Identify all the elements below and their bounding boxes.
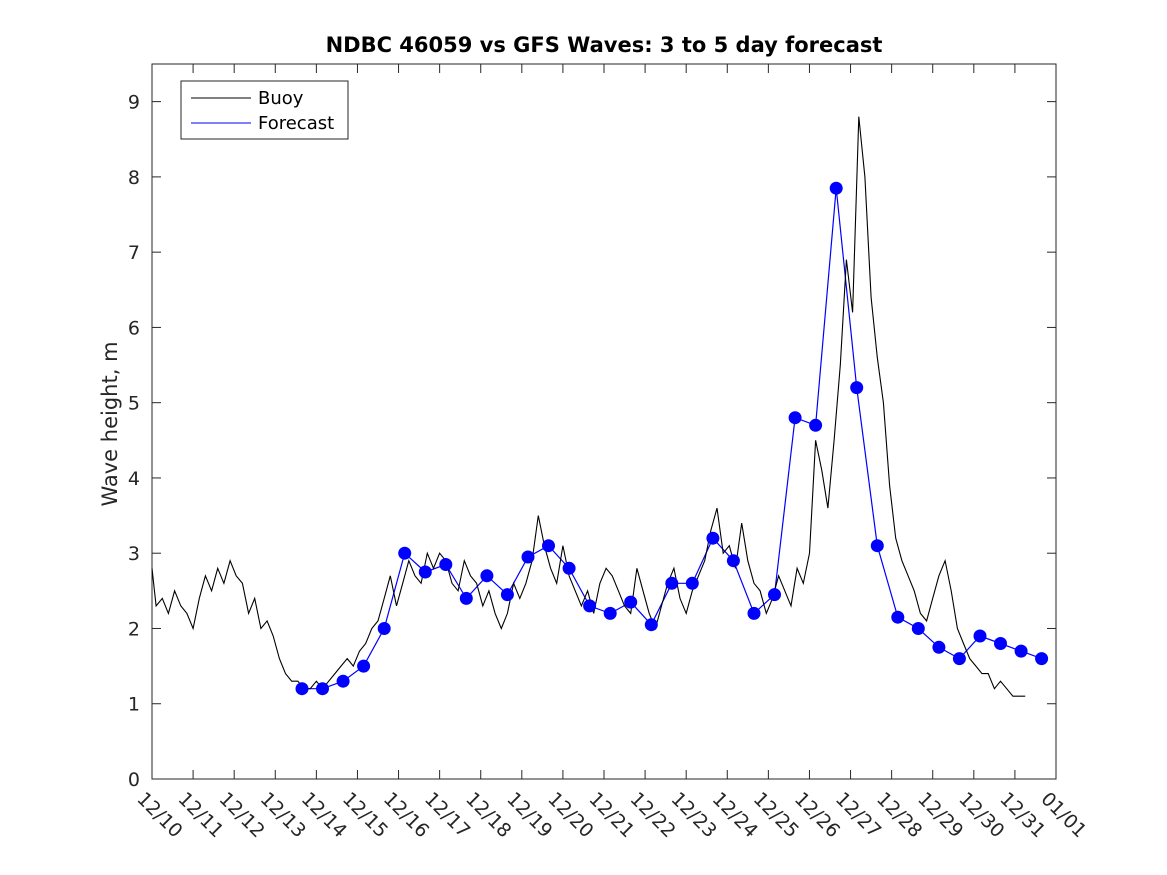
- x-tick-label: 12/16: [379, 788, 433, 842]
- forecast-point: [562, 561, 576, 575]
- forecast-point: [768, 588, 781, 602]
- y-tick-label: 3: [128, 543, 140, 565]
- y-tick-label: 2: [128, 618, 140, 640]
- y-tick-label: 6: [128, 317, 140, 339]
- x-tick-label: 12/15: [338, 788, 392, 842]
- forecast-point: [891, 610, 905, 624]
- x-tick-label: 12/20: [543, 788, 597, 842]
- x-tick-label: 12/25: [749, 788, 803, 842]
- x-tick-label: 12/11: [174, 788, 228, 842]
- x-tick-label: 12/19: [502, 788, 556, 842]
- forecast-point: [706, 531, 720, 545]
- forecast-point: [542, 539, 555, 553]
- y-tick-label: 0: [128, 769, 140, 791]
- axes: [151, 63, 1057, 780]
- x-tick-label: 12/17: [420, 788, 474, 842]
- y-tick-label: 1: [128, 694, 140, 716]
- forecast-point: [870, 539, 884, 553]
- forecast-point: [809, 418, 823, 432]
- forecast-point: [726, 554, 740, 568]
- forecast-point: [398, 546, 412, 560]
- forecast-point: [521, 550, 535, 564]
- forecast-point: [973, 629, 987, 643]
- legend-label-forecast: Forecast: [258, 113, 334, 134]
- axes-box: [151, 63, 1057, 780]
- x-tick-label: 12/27: [831, 788, 885, 842]
- x-tick-label: 12/21: [584, 788, 638, 842]
- y-tick-label: 7: [128, 242, 140, 264]
- x-tick-label: 01/01: [1036, 788, 1090, 842]
- x-tick-label: 12/13: [256, 788, 310, 842]
- forecast-point: [603, 606, 617, 620]
- x-tick-label: 12/26: [790, 788, 844, 842]
- forecast-point: [665, 576, 679, 590]
- forecast-point: [1035, 652, 1049, 666]
- x-tick-label: 12/10: [132, 788, 186, 842]
- forecast-point: [316, 682, 329, 696]
- forecast-point: [952, 652, 966, 666]
- y-tick-label: 8: [128, 167, 140, 189]
- forecast-point: [850, 381, 864, 395]
- plot-area: [151, 116, 1049, 697]
- chart-title: NDBC 46059 vs GFS Waves: 3 to 5 day fore…: [326, 33, 883, 57]
- forecast-point: [911, 622, 925, 635]
- forecast-point: [357, 659, 371, 673]
- x-tick-label: 12/29: [913, 788, 967, 842]
- buoy-line: [151, 116, 1026, 697]
- x-tick-label: 12/22: [626, 788, 680, 842]
- forecast-point: [1014, 644, 1028, 658]
- forecast-point: [932, 640, 946, 654]
- forecast-point: [829, 181, 843, 195]
- forecast-point: [480, 569, 494, 583]
- forecast-point: [418, 565, 432, 579]
- x-tick-label: 12/31: [995, 788, 1049, 842]
- legend: Buoy Forecast: [180, 80, 349, 140]
- forecast-point: [336, 674, 350, 688]
- legend-label-buoy: Buoy: [258, 88, 304, 109]
- x-tick-label: 12/18: [461, 788, 515, 842]
- y-tick-label: 4: [128, 468, 140, 490]
- forecast-point: [583, 599, 597, 613]
- forecast-point: [994, 637, 1007, 650]
- forecast-point: [439, 558, 453, 571]
- x-tick-label: 12/14: [297, 788, 351, 842]
- forecast-point: [747, 606, 761, 620]
- tick-labels: 0 1 2 3 4 5 6 7 8 9 12/1012/1112/1212/1312/1412/15…: [128, 92, 1091, 843]
- forecast-point: [377, 622, 391, 635]
- y-axis-label: Wave height, m: [98, 341, 122, 506]
- forecast-point: [624, 595, 638, 609]
- forecast-point: [459, 591, 473, 605]
- forecast-point: [500, 588, 514, 602]
- y-tick-label: 9: [128, 92, 140, 114]
- x-tick-label: 12/12: [215, 788, 269, 842]
- x-tick-label: 12/23: [667, 788, 721, 842]
- forecast-line: [302, 188, 1042, 690]
- x-tick-label: 12/28: [872, 788, 926, 842]
- legend-box: [180, 80, 349, 140]
- forecast-point: [295, 682, 309, 696]
- y-tick-label: 5: [128, 393, 140, 415]
- x-tick-label: 12/24: [708, 788, 762, 842]
- forecast-point: [644, 618, 658, 632]
- x-tick-label: 12/30: [954, 788, 1008, 842]
- forecast-point: [788, 411, 802, 425]
- forecast-point: [685, 576, 699, 590]
